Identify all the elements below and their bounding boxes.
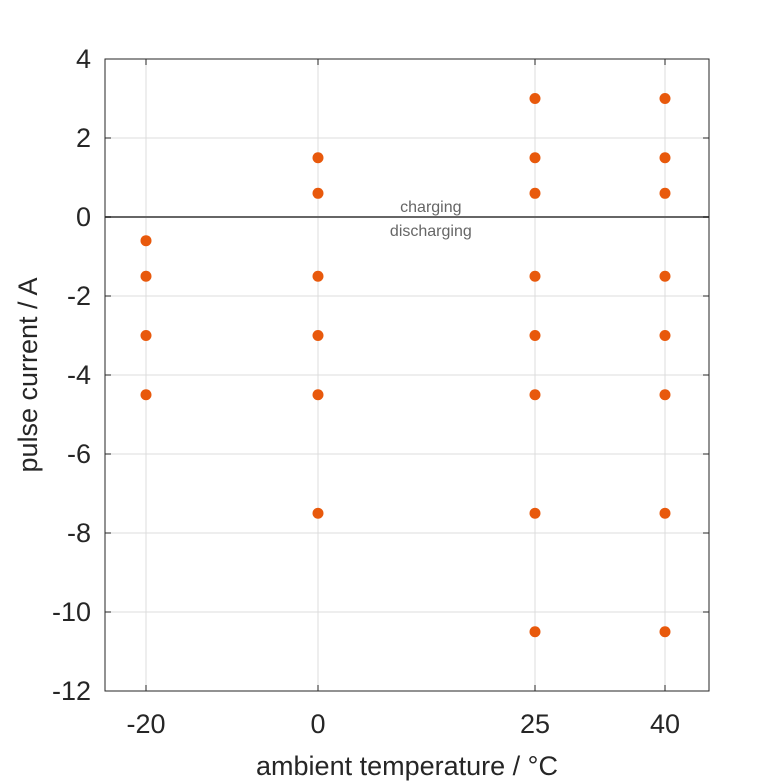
data-point	[140, 389, 152, 401]
data-point	[659, 152, 671, 164]
y-tick-label: 0	[76, 202, 91, 232]
annotation-charging: charging	[400, 199, 461, 216]
data-point	[659, 270, 671, 282]
data-point	[529, 152, 541, 164]
y-tick-label: -10	[52, 597, 91, 627]
data-point	[529, 507, 541, 519]
data-point	[659, 187, 671, 199]
data-point	[312, 270, 324, 282]
data-point	[659, 330, 671, 341]
data-point	[312, 330, 324, 341]
x-tick-label: 0	[310, 709, 325, 739]
grid	[105, 58, 709, 692]
data-point	[312, 152, 324, 164]
y-tick-label: 4	[76, 44, 91, 74]
x-axis-label: ambient temperature / °C	[256, 751, 558, 781]
x-tick-label: 25	[520, 709, 550, 739]
x-tick-label: -20	[126, 709, 165, 739]
data-point	[529, 270, 541, 282]
annotations: charging discharging	[390, 199, 472, 240]
y-tick-label: -12	[52, 676, 91, 706]
data-point	[529, 330, 541, 341]
data-point	[659, 507, 671, 519]
data-point	[659, 389, 671, 401]
data-point	[312, 389, 324, 401]
data-point	[140, 270, 152, 282]
data-point	[529, 187, 541, 199]
data-point	[312, 187, 324, 199]
data-point	[312, 507, 324, 519]
data-point	[140, 235, 152, 247]
y-tick-label: -2	[67, 281, 91, 311]
annotation-discharging: discharging	[390, 223, 472, 240]
y-axis-ticks: -12 -10 -8 -6 -4 -2 0 2 4	[52, 44, 709, 706]
y-tick-label: -8	[67, 518, 91, 548]
data-point	[529, 626, 541, 638]
data-point	[659, 93, 671, 104]
data-point	[140, 330, 152, 341]
y-tick-label: -4	[67, 360, 91, 390]
y-axis-label: pulse current / A	[13, 277, 43, 472]
data-point	[529, 93, 541, 104]
data-point	[529, 389, 541, 401]
x-axis-ticks: -20 0 25 40	[126, 59, 680, 739]
x-tick-label: 40	[650, 709, 680, 739]
y-tick-label: 2	[76, 123, 91, 153]
data-point	[659, 626, 671, 638]
data-points	[140, 93, 671, 638]
y-tick-label: -6	[67, 439, 91, 469]
